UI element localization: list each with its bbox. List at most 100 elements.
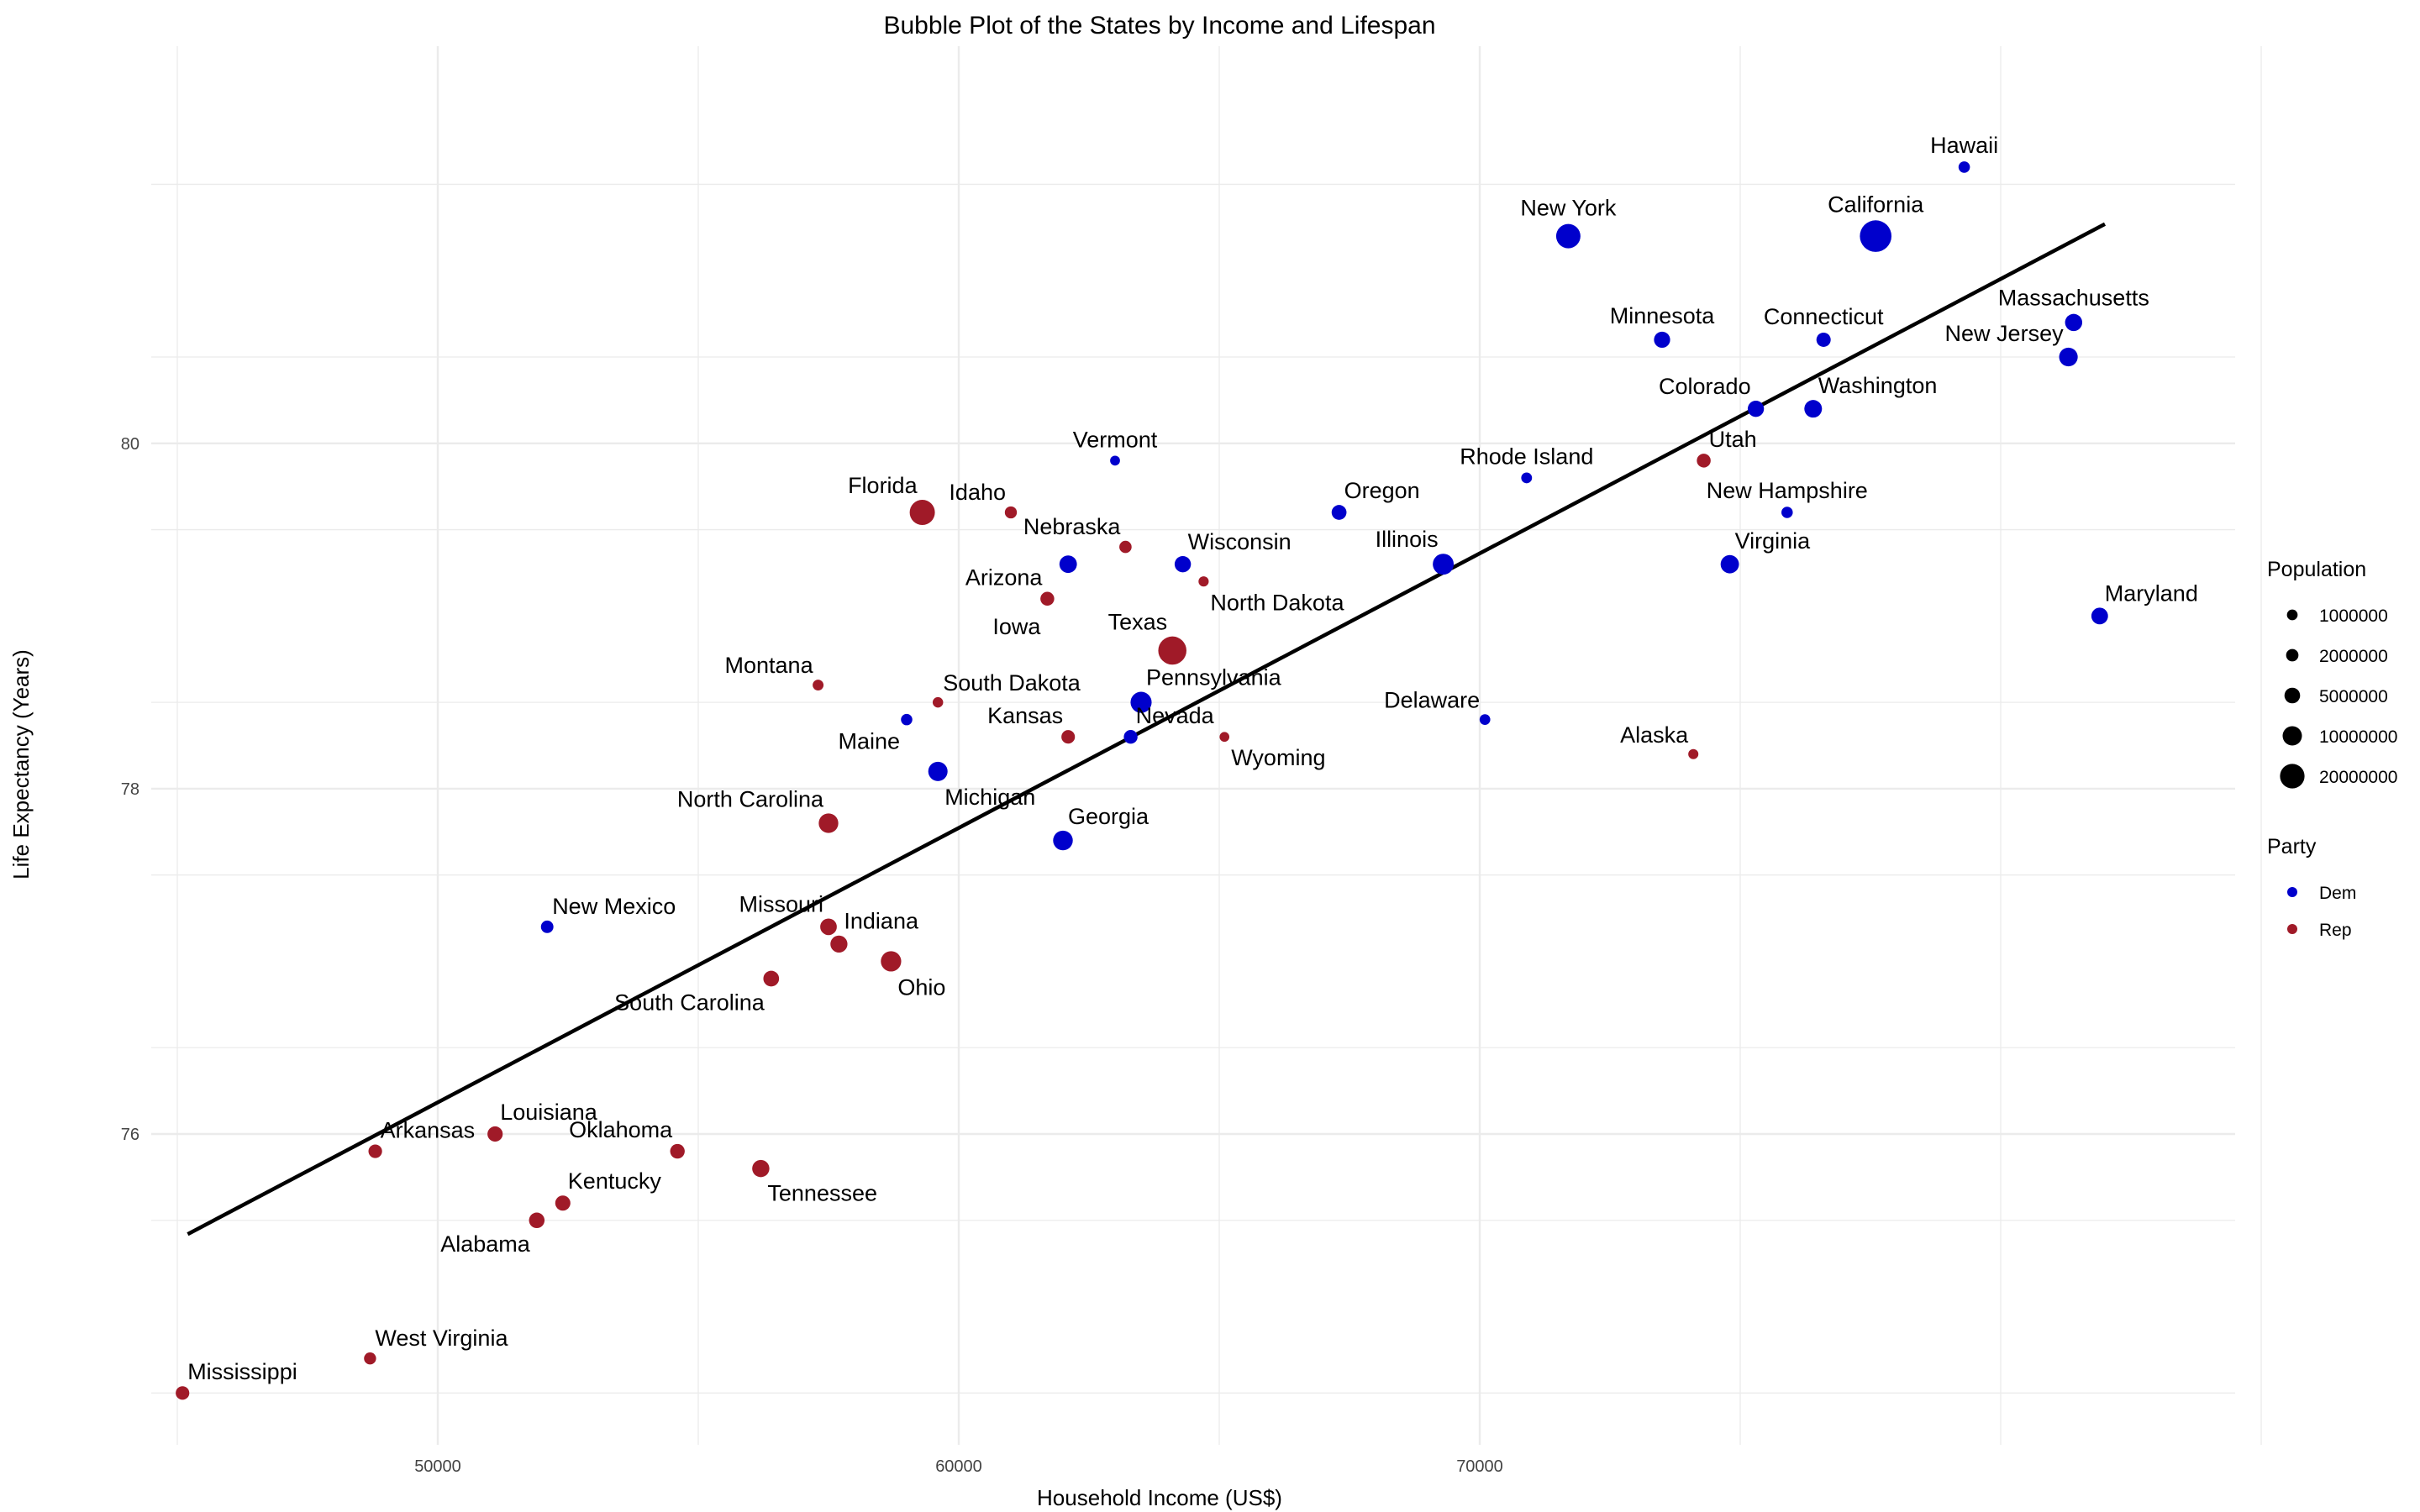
state-label: Mississippi [187, 1359, 297, 1384]
data-point [1219, 732, 1230, 743]
data-points [176, 161, 2108, 1400]
legend-title-population: Population [2267, 558, 2366, 581]
data-point [1119, 540, 1132, 554]
data-point [1720, 554, 1739, 574]
legend-size-label: 5000000 [2319, 687, 2388, 706]
state-label: Delaware [1384, 687, 1480, 712]
data-point [176, 1386, 190, 1400]
data-point [1688, 748, 1699, 759]
state-label: Alaska [1620, 722, 1689, 748]
data-point [1061, 730, 1076, 744]
state-label: Texas [1108, 610, 1168, 635]
state-label: Oregon [1344, 478, 1420, 503]
legend-color-label: Rep [2319, 921, 2352, 940]
data-point [1198, 576, 1209, 587]
data-point [818, 813, 839, 833]
state-label: South Dakota [943, 670, 1081, 696]
state-label: Florida [848, 473, 918, 498]
state-label: New Jersey [1945, 321, 2065, 346]
state-label: Vermont [1073, 427, 1158, 452]
state-label: Indiana [844, 909, 919, 934]
state-label: Arizona [965, 565, 1044, 591]
state-label: Hawaii [1930, 133, 1998, 158]
data-point [540, 920, 554, 933]
state-label: Maryland [2105, 580, 2198, 606]
state-label: Tennessee [767, 1180, 877, 1205]
legend-size-key [2286, 648, 2299, 662]
data-point [1747, 401, 1765, 417]
state-labels: Hawaii New York California Minnesota Connect… [187, 133, 2198, 1384]
legend-size-key [2286, 609, 2298, 621]
state-label: Louisiana [500, 1100, 598, 1125]
legend-size-label: 10000000 [2319, 727, 2397, 747]
x-axis-ticks: 50000 60000 70000 [414, 1457, 1503, 1476]
state-label: West Virginia [375, 1326, 508, 1351]
data-point [1040, 591, 1055, 606]
data-point [1816, 332, 1831, 347]
data-point [820, 918, 837, 936]
data-point [1331, 505, 1347, 520]
state-label: Connecticut [1764, 304, 1884, 329]
data-point [1958, 161, 1970, 173]
data-point [2059, 347, 2078, 367]
legend-size-label: 20000000 [2319, 768, 2397, 787]
state-label: Kentucky [568, 1168, 662, 1194]
y-tick-label: 78 [121, 780, 139, 799]
state-label: Illinois [1376, 527, 1439, 552]
data-point [1521, 472, 1533, 484]
state-label: New Mexico [552, 894, 676, 919]
legend-size-key [2284, 687, 2301, 704]
state-label: Washington [1818, 373, 1938, 398]
data-point [830, 935, 848, 953]
state-label: Arkansas [381, 1117, 476, 1142]
data-point [364, 1352, 376, 1365]
state-label: Maine [838, 728, 900, 753]
data-point [1654, 331, 1670, 349]
data-point [932, 696, 944, 708]
trend-line [187, 222, 2107, 1236]
state-label: Montana [725, 653, 814, 678]
data-point [1059, 555, 1077, 574]
y-axis-ticks: 76 78 80 [121, 435, 139, 1144]
state-label: California [1828, 192, 1924, 217]
state-label: Oklahoma [569, 1117, 673, 1142]
state-label: Wisconsin [1188, 529, 1292, 554]
data-point [763, 970, 780, 987]
state-label: Nebraska [1023, 514, 1122, 539]
legend-color-key [2287, 924, 2297, 934]
data-point [928, 761, 948, 781]
y-tick-label: 76 [121, 1126, 139, 1144]
x-tick-label: 60000 [935, 1457, 982, 1476]
data-point [752, 1159, 770, 1178]
trend-line-group [187, 222, 2107, 1236]
data-point [881, 951, 902, 972]
state-label: Idaho [949, 480, 1006, 505]
state-label: Massachusetts [1998, 286, 2149, 311]
data-point [368, 1144, 382, 1158]
x-tick-label: 70000 [1456, 1457, 1503, 1476]
state-label: North Dakota [1210, 590, 1344, 615]
data-point [1053, 830, 1073, 851]
state-label: Nevada [1136, 703, 1215, 728]
state-label: Pennsylvania [1146, 665, 1282, 690]
data-point [670, 1143, 685, 1159]
legend-color-label: Dem [2319, 884, 2356, 903]
data-point [1781, 507, 1793, 518]
data-point [1697, 454, 1711, 468]
data-point [1004, 506, 1018, 519]
data-point [909, 500, 935, 525]
data-point [1110, 455, 1120, 466]
state-label: Colorado [1659, 374, 1751, 399]
data-point [1174, 555, 1192, 573]
state-label: Rhode Island [1460, 444, 1593, 469]
state-label: Virginia [1735, 528, 1812, 554]
data-point [555, 1195, 571, 1211]
state-label: Missouri [739, 891, 823, 916]
legend: Population 1000000 2000000 5000000 10000000 2… [2267, 558, 2397, 940]
state-label: Utah [1709, 427, 1757, 452]
data-point [1804, 400, 1823, 418]
legend-size-label: 1000000 [2319, 606, 2388, 626]
data-point [1123, 730, 1138, 744]
data-point [1555, 223, 1581, 249]
